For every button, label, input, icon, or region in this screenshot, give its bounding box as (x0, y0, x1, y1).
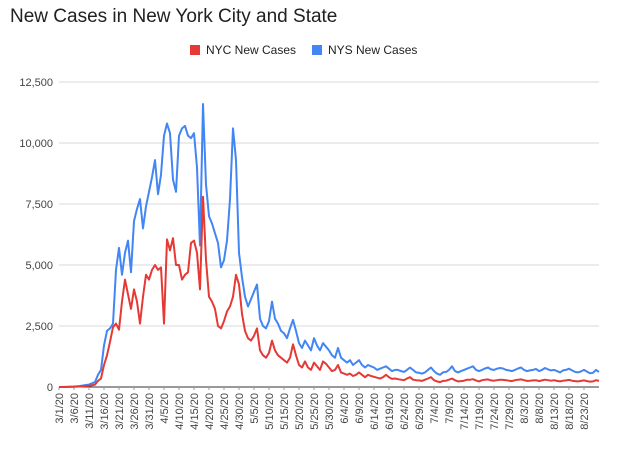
x-tick-label: 8/8/20 (534, 393, 546, 424)
series-line-nys (59, 103, 600, 388)
x-tick-label: 5/15/20 (279, 393, 291, 430)
x-tick-label: 5/30/20 (324, 393, 336, 430)
legend-label-nyc: NYC New Cases (206, 43, 297, 57)
x-tick-label: 6/14/20 (369, 393, 381, 430)
x-tick-label: 6/9/20 (354, 393, 366, 424)
x-tick-label: 5/5/20 (249, 393, 261, 424)
legend-swatch-nyc (190, 45, 200, 55)
y-tick-label: 12,500 (19, 77, 53, 89)
x-tick-label: 7/9/20 (444, 393, 456, 424)
chart-title: New Cases in New York City and State (10, 6, 338, 27)
x-tick-label: 4/30/20 (234, 393, 246, 430)
y-tick-label: 7,500 (25, 199, 53, 211)
x-tick-label: 8/23/20 (579, 393, 591, 430)
x-tick-label: 8/3/20 (519, 393, 531, 424)
x-tick-label: 8/13/20 (549, 393, 561, 430)
x-tick-label: 3/11/20 (84, 393, 96, 429)
y-tick-label: 5,000 (25, 260, 53, 272)
x-tick-label: 7/24/20 (489, 393, 501, 430)
y-tick-label: 10,000 (19, 138, 53, 150)
series-line-nyc (59, 195, 600, 388)
x-tick-label: 5/10/20 (264, 393, 276, 430)
x-tick-label: 3/26/20 (129, 393, 141, 430)
x-tick-label: 7/4/20 (429, 393, 441, 424)
y-tick-label: 0 (47, 382, 53, 394)
x-tick-label: 5/25/20 (309, 393, 321, 430)
x-tick-label: 7/14/20 (459, 393, 471, 430)
x-tick-label: 4/10/20 (174, 393, 186, 430)
x-tick-label: 7/29/20 (504, 393, 516, 430)
x-tick-label: 3/31/20 (144, 393, 156, 430)
x-tick-label: 3/6/20 (69, 393, 81, 424)
x-tick-label: 7/19/20 (474, 393, 486, 430)
x-tick-label: 4/15/20 (189, 393, 201, 430)
x-tick-label: 6/4/20 (339, 393, 351, 424)
x-tick-label: 4/5/20 (159, 393, 171, 424)
x-tick-label: 3/16/20 (99, 393, 111, 430)
y-tick-label: 2,500 (25, 321, 53, 333)
x-tick-label: 6/29/20 (414, 393, 426, 430)
x-tick-label: 3/1/20 (54, 393, 66, 424)
x-tick-label: 6/19/20 (384, 393, 396, 430)
legend-swatch-nys (312, 45, 322, 55)
legend-label-nys: NYS New Cases (328, 43, 418, 57)
x-tick-label: 3/21/20 (114, 393, 126, 430)
x-tick-label: 4/25/20 (219, 393, 231, 430)
x-tick-label: 5/20/20 (294, 393, 306, 430)
x-tick-label: 4/20/20 (204, 393, 216, 430)
x-tick-label: 8/18/20 (564, 393, 576, 430)
x-tick-label: 6/24/20 (399, 393, 411, 430)
